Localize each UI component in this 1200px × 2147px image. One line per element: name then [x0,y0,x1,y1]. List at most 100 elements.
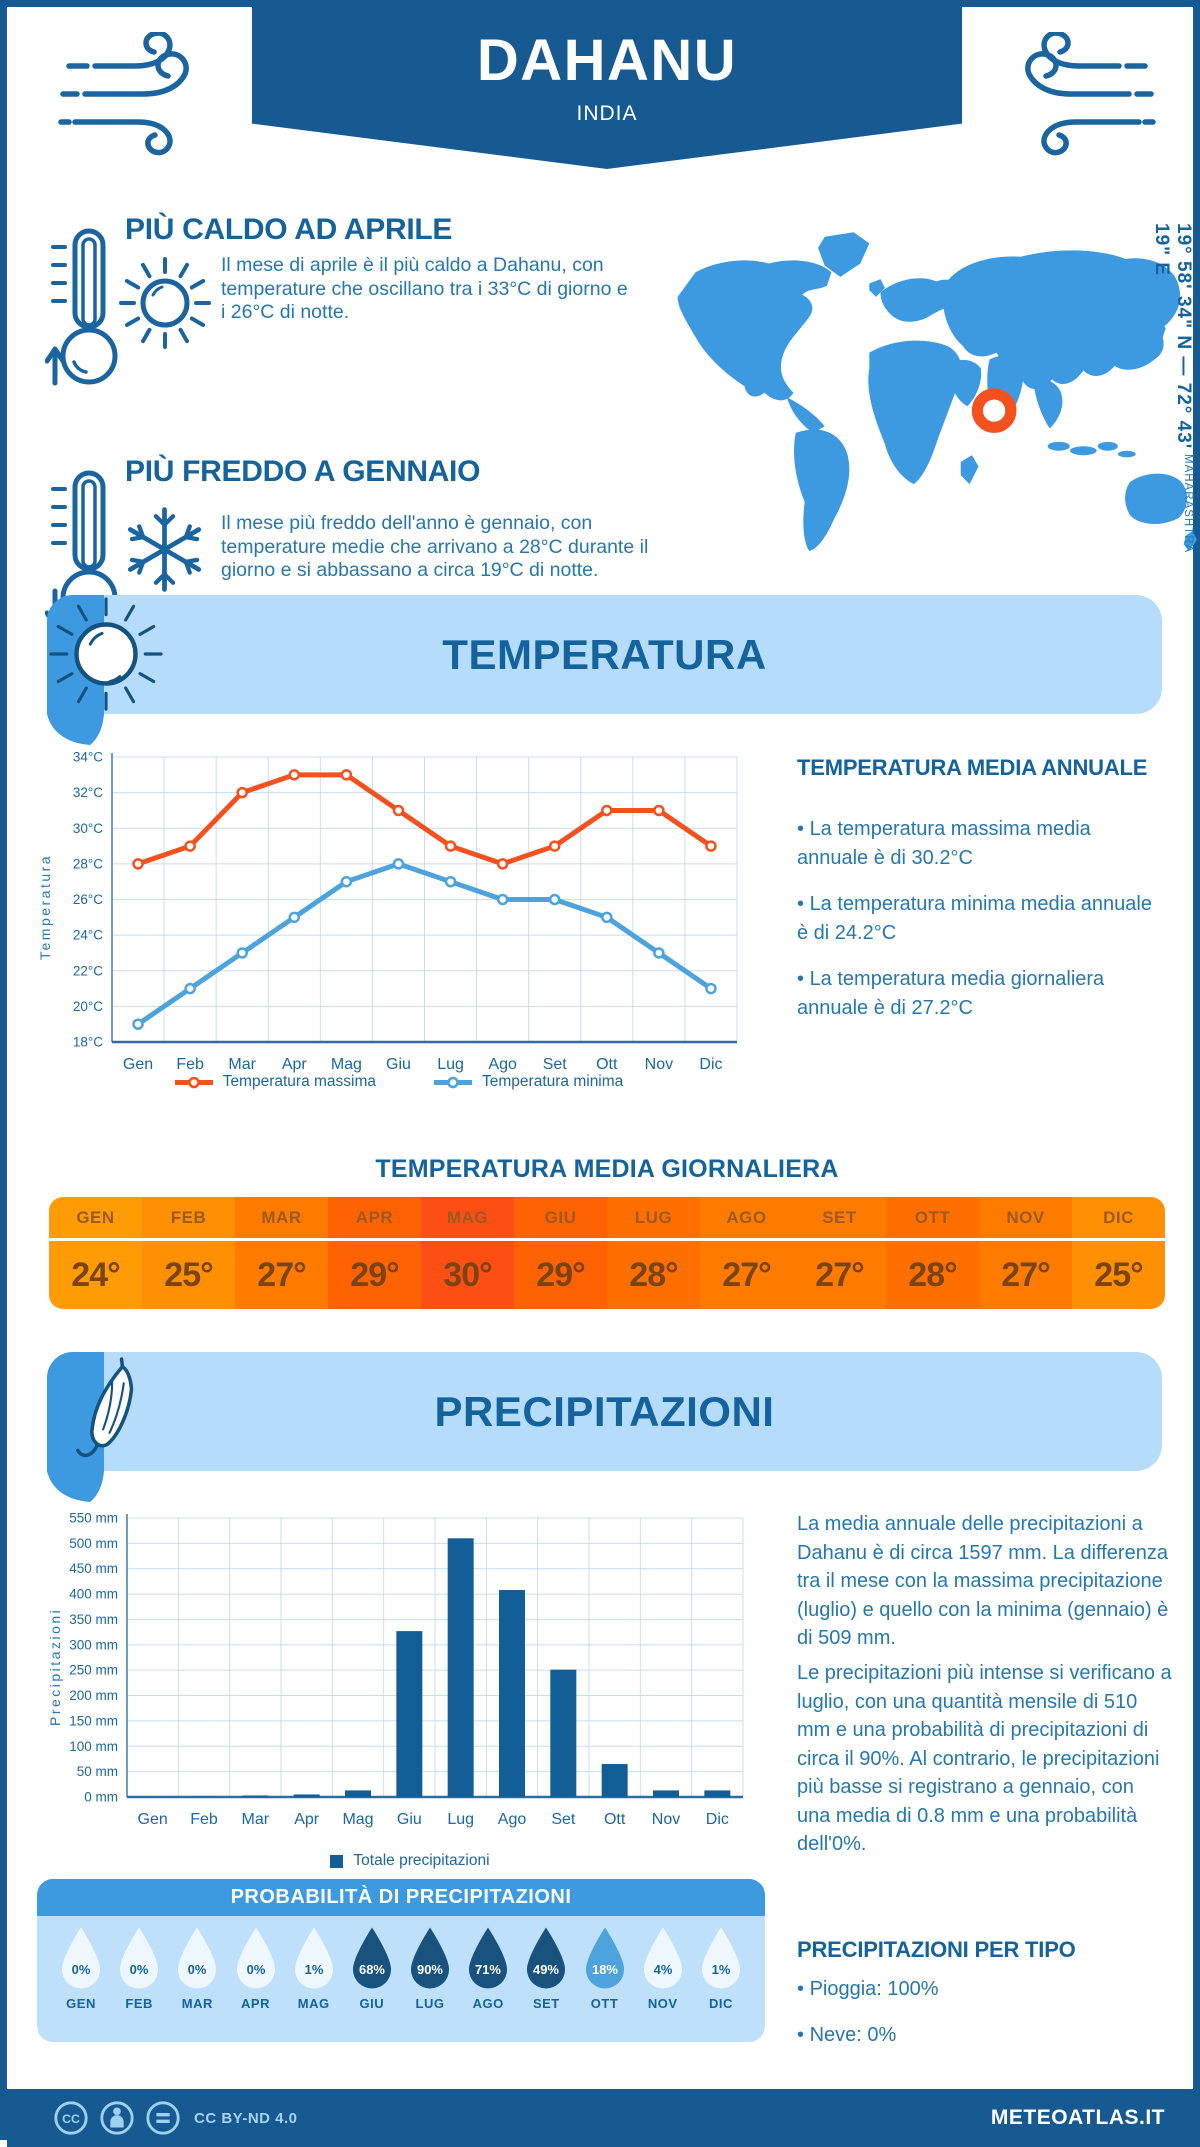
marker-Lug [444,875,457,888]
bullet-item: La temperatura massima media annuale è d… [797,815,1167,873]
daily-column-MAG: MAG 30° [421,1197,514,1309]
daily-column-DIC: DIC 25° [1072,1197,1165,1309]
daily-column-AGO: AGO 27° [700,1197,793,1309]
daily-month: MAG [421,1197,514,1241]
droplet-GIU: 68% GIU [349,1926,395,2011]
y-tick-label: 32°C [73,785,103,800]
bar-Mar [242,1795,269,1797]
bullet-item: Neve: 0% [797,2021,1167,2050]
droplet-MAR: 0% MAR [174,1926,220,2011]
droplet-month: LUG [415,1996,445,2011]
droplet-value: 0% [246,1962,265,1977]
x-tick-label: Nov [645,1056,673,1073]
droplet-icon: 1% [701,1927,740,1989]
droplet-month: GEN [66,1996,96,2011]
legend-label: Temperatura minima [482,1073,624,1090]
daily-month: OTT [886,1197,979,1241]
droplet-icon: 1% [294,1927,333,1989]
daily-value: 24° [71,1255,120,1294]
droplet-SET: 49% SET [523,1926,569,2011]
bullet-item: Pioggia: 100% [797,1975,1167,2004]
y-tick-label: 26°C [73,892,103,907]
droplet-NOV: 4% NOV [640,1926,686,2011]
bar-Mag [345,1790,371,1797]
x-tick-label: Gen [138,1811,168,1828]
location-marker-ring [971,388,1017,433]
daily-value: 25° [1094,1255,1143,1294]
temperature-line-chart: 18°C 20°C 22°C 24°C 26°C 28°C 30°C 32°C 34°C Gen F… [73,750,738,1073]
wind-icon [1009,30,1159,162]
daily-month: AGO [700,1197,793,1241]
y-tick-label: 200 mm [69,1688,118,1703]
x-tick-label: Mag [342,1811,373,1828]
svg-text:CC: CC [62,2112,80,2126]
y-tick-label: 250 mm [69,1663,118,1678]
daily-column-GEN: GEN 24° [49,1197,142,1309]
marker-Gen [132,1018,144,1030]
droplet-month: OTT [590,1996,619,2011]
x-tick-label: Giu [397,1811,422,1828]
droplet-DIC: 1% DIC [698,1926,744,2011]
daily-month: GIU [514,1197,607,1241]
droplet-icon: 0% [120,1927,159,1989]
legend-label: Temperatura massima [222,1073,377,1090]
probability-droplets: 0% GEN 0% FEB 0% MAR 0% APR 1% MAG 68% GIU 90% LUG 71%… [37,1916,765,2011]
droplet-icon: 71% [469,1927,508,1989]
bar-Set [550,1669,577,1797]
precipitation-bar-chart: 0 mm 50 mm 100 mm 150 mm 200 mm 250 mm 300 mm 3… [69,1511,744,1828]
x-tick-label: Ott [596,1056,618,1073]
page-subtitle: INDIA [576,102,638,125]
daily-month: FEB [142,1197,235,1241]
thermometer-hot-icon [44,225,127,398]
daily-value: 29° [536,1255,585,1294]
daily-title: TEMPERATURA MEDIA GIORNALIERA [375,1155,839,1183]
x-tick-label: Apr [294,1811,320,1828]
legend-item: Totale precipitazioni [330,1852,490,1870]
y-tick-label: 22°C [73,963,103,978]
coldest-text: Il mese più freddo dell'anno è gennaio, … [221,512,649,581]
location-marker [983,399,1006,422]
sun-icon [49,597,163,711]
y-tick-label: 20°C [73,999,103,1014]
daily-value: 27° [815,1255,864,1294]
y-tick-label: 400 mm [69,1587,118,1602]
wind-icon [55,30,205,162]
x-tick-label: Dic [699,1056,722,1073]
marker-Mar [236,786,248,799]
bar-Apr [293,1794,320,1797]
site-name: METEOATLAS.IT [990,2106,1165,2129]
daily-month: MAR [235,1197,328,1241]
precip-paragraph-2: Le precipitazioni più intense si verific… [797,1662,1172,1855]
droplet-month: MAR [181,1996,213,2011]
daily-value: 27° [257,1255,306,1294]
droplet-icon: 18% [585,1927,624,1989]
marker-Mag [340,769,353,781]
droplet-value: 0% [130,1962,149,1977]
x-tick-label: Ago [488,1056,517,1073]
bullet-item: La temperatura media giornaliera annuale… [797,965,1167,1023]
marker-Apr [288,911,301,924]
droplet-month: MAG [297,1996,330,2011]
droplet-value: 4% [653,1962,672,1977]
y-tick-label: 100 mm [69,1739,118,1754]
x-tick-label: Feb [190,1811,218,1828]
droplet-value: 68% [359,1962,385,1977]
daily-value: 28° [908,1255,957,1294]
marker-Apr [288,769,301,781]
types-title: PRECIPITAZIONI PER TIPO [797,1937,1076,1962]
daily-value: 28° [629,1255,678,1294]
umbrella-icon [76,1357,134,1458]
marker-Mar [236,947,248,959]
marker-Dic [705,982,717,995]
annual-title: TEMPERATURA MEDIA ANNUALE [797,755,1148,780]
droplet-OTT: 18% OTT [582,1926,628,2011]
marker-Mag [340,875,353,888]
x-tick-label: Ago [498,1811,527,1828]
droplet-MAG: 1% MAG [291,1926,337,2011]
x-tick-label: Gen [123,1056,153,1073]
marker-Ago [496,858,509,870]
x-tick-label: Mag [331,1056,362,1073]
bullet-item: La temperatura minima media annuale è di… [797,890,1167,948]
x-tick-label: Mar [242,1811,270,1828]
y-tick-label: 30°C [73,821,103,836]
